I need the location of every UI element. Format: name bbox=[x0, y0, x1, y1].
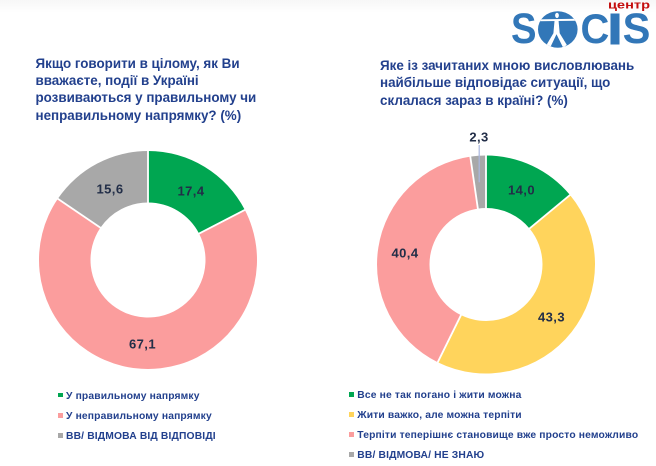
svg-text:C: C bbox=[581, 5, 610, 52]
svg-text:S: S bbox=[623, 5, 651, 52]
svg-text:центр: центр bbox=[608, 0, 650, 11]
svg-text:S: S bbox=[511, 4, 537, 52]
